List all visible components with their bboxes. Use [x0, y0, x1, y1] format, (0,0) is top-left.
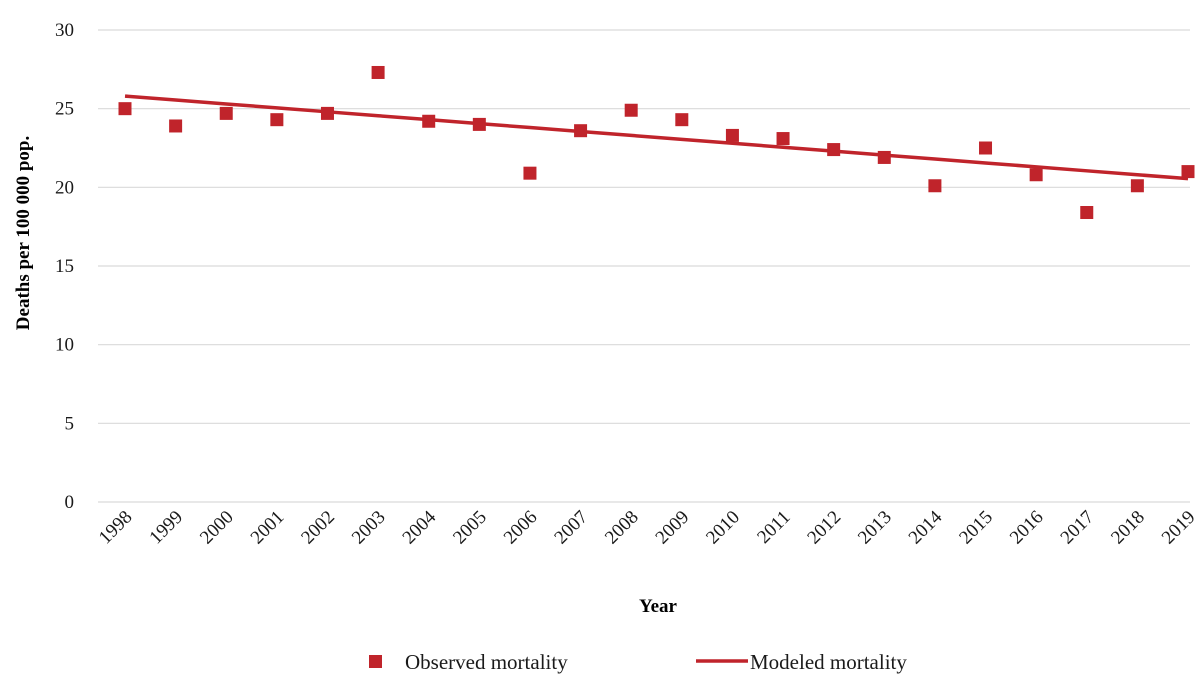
observed-point — [776, 132, 790, 146]
observed-point — [118, 102, 132, 116]
observed-point — [1029, 168, 1043, 182]
y-tick-label: 0 — [65, 492, 75, 513]
x-tick-label: 2002 — [297, 507, 339, 549]
x-tick-label: 2010 — [702, 507, 744, 549]
observed-point — [827, 143, 841, 157]
observed-point — [472, 117, 486, 131]
y-axis-title: Deaths per 100 000 pop. — [13, 136, 34, 330]
y-axis-ticks: 0 5 10 15 20 25 30 — [55, 20, 74, 513]
observed-point — [574, 124, 588, 138]
legend-label-modeled: Modeled mortality — [750, 650, 907, 674]
x-tick-label: 2009 — [652, 507, 694, 549]
observed-point — [169, 119, 183, 133]
x-tick-label: 2013 — [854, 507, 896, 549]
legend-label-observed: Observed mortality — [405, 650, 568, 674]
x-tick-label: 2007 — [550, 507, 592, 549]
x-tick-label: 2017 — [1057, 507, 1099, 549]
x-tick-label: 2003 — [348, 507, 390, 549]
x-tick-label: 2018 — [1107, 507, 1149, 549]
observed-point — [1080, 206, 1094, 220]
observed-point — [725, 128, 739, 142]
y-tick-label: 5 — [65, 413, 75, 434]
observed-point — [523, 166, 537, 180]
observed-point — [624, 103, 638, 117]
y-tick-label: 25 — [55, 99, 74, 120]
observed-point — [675, 113, 689, 127]
legend: Observed mortality Modeled mortality — [369, 650, 907, 674]
x-tick-label: 2008 — [601, 507, 643, 549]
x-tick-label: 2001 — [247, 507, 289, 549]
x-axis-ticks: 1998 1999 2000 2001 2002 2003 2004 2005 2006 2007… — [95, 506, 1200, 548]
observed-point — [371, 65, 385, 79]
x-tick-label: 2012 — [803, 507, 845, 549]
observed-point — [979, 141, 993, 155]
observed-point — [270, 113, 284, 127]
x-tick-label: 2014 — [905, 506, 947, 548]
x-tick-label: 1998 — [95, 507, 137, 549]
y-tick-label: 10 — [55, 335, 74, 356]
x-tick-label: 2000 — [196, 507, 238, 549]
x-tick-label: 2004 — [399, 506, 441, 548]
x-tick-label: 2006 — [500, 507, 542, 549]
observed-point — [1130, 179, 1144, 193]
x-axis-title: Year — [639, 596, 678, 617]
modeled-mortality-line — [124, 94, 1189, 181]
x-tick-label: 2005 — [449, 507, 491, 549]
x-tick-label: 2019 — [1158, 507, 1200, 549]
observed-point — [1181, 165, 1195, 179]
observed-point — [219, 106, 233, 120]
legend-marker-observed — [369, 655, 382, 668]
observed-point — [320, 106, 334, 120]
x-tick-label: 2015 — [955, 507, 997, 549]
gridlines — [98, 29, 1190, 503]
observed-point — [877, 150, 891, 164]
x-tick-label: 1999 — [145, 507, 187, 549]
observed-point — [928, 179, 942, 193]
y-tick-label: 20 — [55, 177, 74, 198]
x-tick-label: 2011 — [753, 507, 794, 548]
y-tick-label: 30 — [55, 20, 74, 41]
x-tick-label: 2016 — [1006, 507, 1048, 549]
y-tick-label: 15 — [55, 256, 74, 277]
observed-point — [422, 114, 436, 128]
plot-area — [118, 65, 1195, 220]
